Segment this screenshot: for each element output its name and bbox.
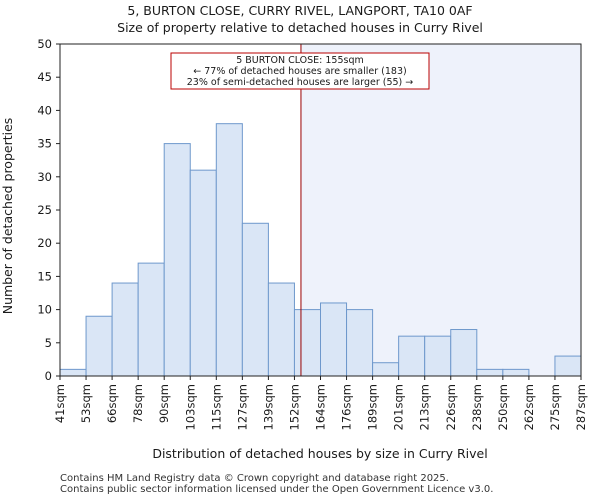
x-axis-label: Distribution of detached houses by size … [152,446,487,461]
annotation-border [170,52,430,90]
bar-90sqm [163,143,191,377]
x-tick-label: 115sqm [209,384,223,430]
x-tick-label: 213sqm [418,384,432,430]
y-tick-label: 50 [37,37,52,51]
y-ticks-group: 0 5 10 15 20 25 30 35 40 45 50 [37,37,60,383]
bar-201sqm [398,335,426,377]
x-tick-label: 201sqm [392,384,406,430]
bar-176sqm [346,309,374,377]
y-tick-label: 25 [37,203,52,217]
bar-189sqm [372,362,400,377]
y-tick-label: 35 [37,137,52,151]
bars-group [59,123,582,377]
x-tick-label: 139sqm [261,384,275,430]
annotation-line-1: 5 BURTON CLOSE: 155sqm [236,55,364,66]
bar-103sqm [189,169,217,377]
bar-152sqm [293,309,322,377]
y-tick-label: 10 [37,303,52,317]
x-tick-label: 78sqm [131,384,145,423]
x-tick-label: 164sqm [314,384,328,430]
y-tick-label: 5 [45,336,52,350]
x-tick-label: 53sqm [79,384,93,423]
x-tick-label: 41sqm [53,384,67,423]
x-tick-label: 287sqm [574,384,588,430]
x-tick-label: 90sqm [157,384,171,423]
bar-139sqm [267,282,295,377]
y-tick-label: 15 [37,269,52,283]
y-tick-label: 40 [37,103,52,117]
bar-164sqm [320,302,348,377]
bar-78sqm [137,262,165,377]
x-tick-label: 127sqm [235,384,249,430]
x-tick-label: 262sqm [522,384,536,430]
bar-53sqm [85,315,113,377]
annotation-box: 5 BURTON CLOSE: 155sqm ← 77% of detached… [170,52,430,90]
y-tick-label: 30 [37,170,52,184]
y-axis-label: Number of detached properties [0,118,15,315]
x-ticks-group: 41sqm 53sqm 66sqm 78sqm 90sqm 103sqm 115sqm 127… [53,376,588,430]
bar-226sqm [450,329,478,377]
annotation-line-2: ← 77% of detached houses are smaller (18… [193,66,406,77]
bar-238sqm [476,368,504,377]
chart-title: 5, BURTON CLOSE, CURRY RIVEL, LANGPORT, … [127,3,472,18]
x-tick-label: 176sqm [340,384,354,430]
bar-275sqm [554,355,582,377]
bar-250sqm [502,368,530,377]
annotation-line-3: 23% of semi-detached houses are larger (… [187,77,414,88]
y-tick-label: 20 [37,236,52,250]
chart-subtitle: Size of property relative to detached ho… [117,20,483,35]
x-tick-label: 250sqm [496,384,510,430]
footer-copyright: Contains HM Land Registry data © Crown c… [60,473,449,484]
bar-66sqm [111,282,139,377]
x-tick-label: 189sqm [366,384,380,430]
x-tick-label: 152sqm [287,384,301,430]
x-tick-label: 226sqm [444,384,458,430]
bar-115sqm [215,123,243,377]
x-tick-label: 275sqm [548,384,562,430]
footer-licence: Contains public sector information licen… [60,484,494,495]
y-tick-label: 45 [37,70,52,84]
y-tick-label: 0 [45,369,52,383]
x-tick-label: 238sqm [470,384,484,430]
x-tick-label: 103sqm [183,384,197,430]
bar-127sqm [241,222,269,377]
bar-213sqm [424,335,452,377]
bar-41sqm [59,368,87,377]
x-tick-label: 66sqm [105,384,119,423]
